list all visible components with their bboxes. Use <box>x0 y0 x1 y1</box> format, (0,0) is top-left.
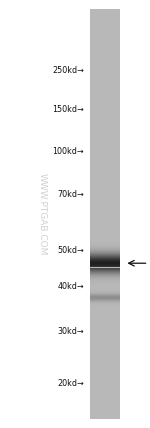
Text: 30kd→: 30kd→ <box>57 327 84 336</box>
Text: 50kd→: 50kd→ <box>57 246 84 255</box>
Text: 20kd→: 20kd→ <box>57 378 84 388</box>
Text: 150kd→: 150kd→ <box>52 104 84 114</box>
Text: 250kd→: 250kd→ <box>52 66 84 75</box>
Text: WWW.PTGAB.COM: WWW.PTGAB.COM <box>38 173 46 255</box>
Text: 40kd→: 40kd→ <box>57 282 84 291</box>
Text: 70kd→: 70kd→ <box>57 190 84 199</box>
Bar <box>90 9 120 419</box>
Text: 100kd→: 100kd→ <box>52 147 84 157</box>
